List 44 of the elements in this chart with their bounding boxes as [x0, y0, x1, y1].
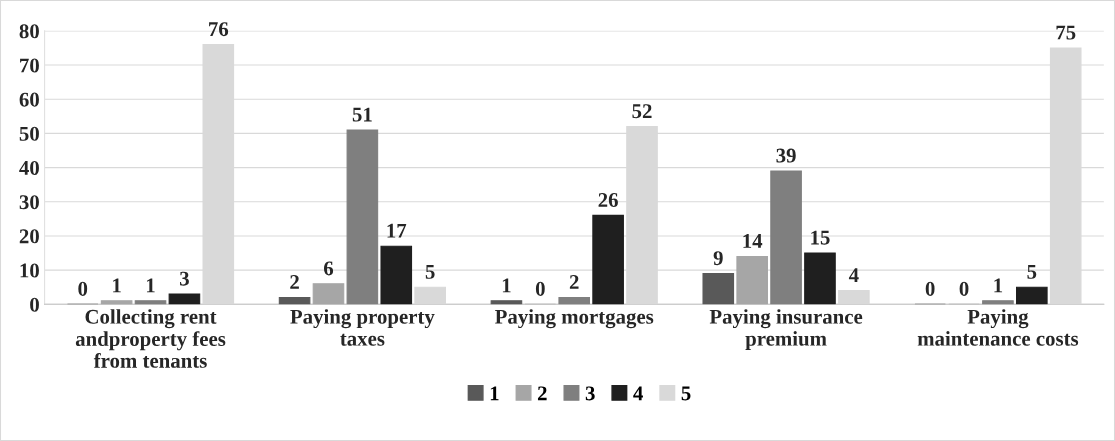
x-tick-label: Collecting rent andproperty fees from tenants — [75, 309, 226, 368]
data-label: 15 — [811, 230, 830, 245]
x-tick-label: Paying property taxes — [290, 309, 435, 346]
data-label: 1 — [994, 278, 1003, 293]
y-tick-label: 30 — [19, 195, 39, 210]
data-label: 5 — [425, 264, 435, 279]
y-tick-label: 50 — [19, 126, 39, 141]
data-label: 0 — [959, 281, 969, 296]
data-label: 76 — [209, 22, 229, 37]
data-label: 4 — [848, 268, 859, 283]
legend-label: 1 — [490, 386, 499, 401]
data-label: 14 — [743, 234, 763, 248]
data-label: 2 — [290, 275, 299, 289]
data-label: 1 — [502, 278, 511, 293]
x-tick-label: Paying maintenance costs — [917, 309, 1079, 346]
data-label: 6 — [323, 261, 334, 276]
data-label: 75 — [1056, 25, 1076, 40]
x-tick-label: Paying insurance premium — [709, 309, 863, 350]
y-tick-label: 60 — [19, 92, 39, 107]
data-label: 3 — [180, 271, 189, 286]
data-label: 39 — [776, 148, 796, 163]
data-label: 1 — [113, 278, 121, 293]
data-label: 26 — [598, 193, 618, 208]
data-label: 1 — [146, 278, 155, 293]
y-tick-label: 10 — [20, 263, 39, 278]
legend-label: 4 — [633, 386, 643, 401]
legend-label: 5 — [681, 386, 691, 401]
y-tick-label: 0 — [30, 297, 39, 312]
y-tick-label: 40 — [19, 160, 39, 176]
data-label: 5 — [1027, 264, 1037, 279]
y-tick-label: 80 — [19, 24, 39, 39]
legend-label: 3 — [585, 386, 595, 401]
legend-label: 2 — [537, 386, 547, 401]
data-label: 52 — [632, 104, 652, 119]
y-tick-label: 70 — [20, 58, 39, 73]
y-tick-label: 20 — [19, 229, 39, 244]
data-label: 51 — [352, 107, 372, 122]
data-label: 0 — [925, 281, 935, 296]
x-tick-label: Paying mortgages — [495, 309, 654, 329]
data-label: 17 — [387, 223, 407, 238]
data-label: 0 — [78, 281, 88, 296]
data-label: 0 — [535, 281, 545, 296]
data-label: 9 — [713, 251, 723, 266]
data-label: 2 — [569, 275, 579, 289]
